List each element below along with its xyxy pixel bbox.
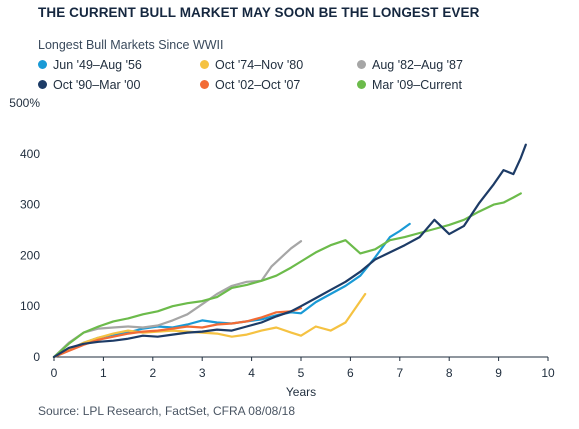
y-tick-label: 300 [20,198,40,212]
series-layer [52,143,527,359]
source-note: Source: LPL Research, FactSet, CFRA 08/0… [38,404,296,418]
x-tick-label: 9 [495,366,502,380]
x-tick-label: 10 [541,366,555,380]
y-tick-label: 500% [9,96,40,110]
x-tick-label: 8 [446,366,453,380]
chart-title: THE CURRENT BULL MARKET MAY SOON BE THE … [38,5,480,20]
y-tick-label: 200 [20,248,40,262]
legend-item-oct90: Oct '90–Mar '00 [38,78,140,92]
legend-item-oct02: Oct '02–Oct '07 [200,78,300,92]
legend-item-aug82: Aug '82–Aug '87 [357,58,463,72]
y-tick-label: 400 [20,147,40,161]
legend-label-mar09: Mar '09–Current [372,78,462,92]
series-line-1 [52,292,367,359]
legend-label-oct90: Oct '90–Mar '00 [53,78,141,92]
series-line-2 [52,240,303,359]
x-tick-label: 2 [149,366,156,380]
x-tick-label: 7 [396,366,403,380]
legend-swatch-jun49 [38,60,47,69]
legend-label-oct74: Oct '74–Nov '80 [215,58,304,72]
legend-swatch-mar09 [357,80,366,89]
legend-item-jun49: Jun '49–Aug '56 [38,58,142,72]
legend-swatch-aug82 [357,60,366,69]
legend-item-mar09: Mar '09–Current [357,78,462,92]
x-tick-label: 0 [51,366,58,380]
legend-item-oct74: Oct '74–Nov '80 [200,58,303,72]
x-tick-label: 1 [100,366,107,380]
series-line-3 [52,143,527,359]
legend-label-aug82: Aug '82–Aug '87 [372,58,463,72]
chart-subtitle: Longest Bull Markets Since WWII [38,38,224,52]
legend-label-jun49: Jun '49–Aug '56 [53,58,142,72]
legend-swatch-oct74 [200,60,209,69]
y-tick-label: 100 [20,299,40,313]
chart-axes: 0 1 2 3 4 5 6 7 8 9 10 Years 0 100 200 300 400 500% [9,96,555,399]
x-tick-label: 3 [199,366,206,380]
x-tick-label: 5 [298,366,305,380]
x-tick-label: 6 [347,366,354,380]
legend-label-oct02: Oct '02–Oct '07 [215,78,301,92]
series-line-4 [52,307,303,359]
series-line-5 [52,192,522,359]
legend-swatch-oct90 [38,80,47,89]
y-tick-label: 0 [33,350,40,364]
x-tick-label: 4 [248,366,255,380]
legend-swatch-oct02 [200,80,209,89]
x-axis-title: Years [286,385,316,399]
